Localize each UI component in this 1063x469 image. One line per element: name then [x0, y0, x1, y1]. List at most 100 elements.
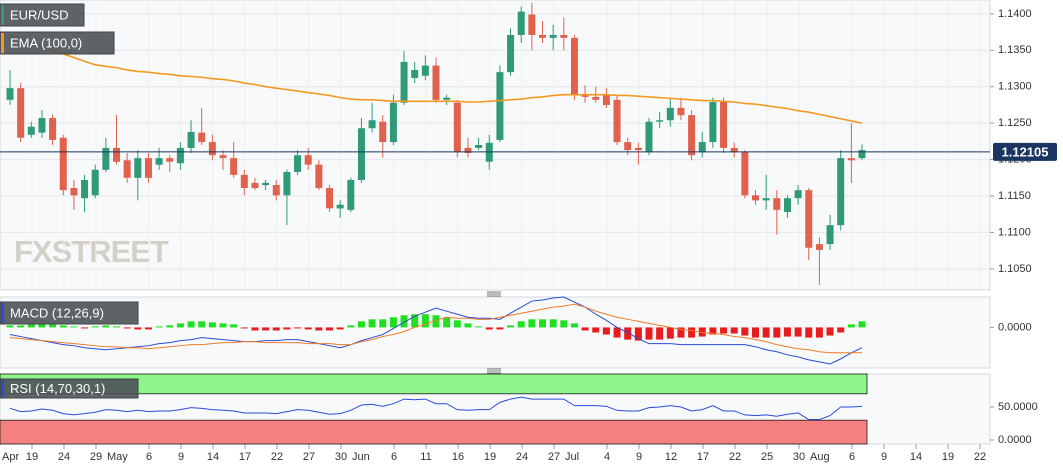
candle-body: [294, 155, 302, 172]
candle-body: [688, 115, 696, 156]
macd-histogram-bar: [411, 314, 419, 328]
macd-histogram-bar: [123, 327, 131, 329]
candle-body: [166, 158, 174, 162]
macd-histogram-bar: [49, 324, 57, 328]
candle-body: [400, 61, 408, 103]
candle-body: [27, 126, 35, 135]
candle-body: [666, 107, 674, 121]
macd-histogram-bar: [805, 327, 813, 338]
rsi-legend-box: [0, 378, 139, 399]
macd-histogram-bar: [783, 327, 791, 337]
x-tick-label: 6: [849, 451, 855, 463]
candle-body: [123, 160, 131, 178]
candle-body: [144, 158, 152, 178]
candle-body: [49, 118, 57, 140]
macd-histogram-bar: [208, 322, 216, 328]
candle-body: [219, 155, 227, 159]
chart-title: EUR/USD: [10, 7, 69, 22]
candle-body: [38, 118, 46, 133]
y-tick-label: 0.0000: [998, 321, 1032, 333]
macd-histogram-bar: [272, 327, 280, 331]
x-tick-label: 17: [239, 451, 251, 463]
macd-histogram-bar: [837, 327, 845, 333]
macd-histogram-bar: [389, 317, 397, 328]
last-price-label: 1.12105: [1002, 144, 1049, 159]
overlay-legend-box: [0, 31, 115, 55]
macd-histogram-bar: [443, 317, 451, 328]
x-tick-label: 24: [516, 451, 528, 463]
macd-histogram-bar: [379, 319, 387, 328]
y-tick-label: 1.1250: [998, 117, 1032, 129]
macd-histogram-bar: [144, 327, 152, 330]
candle-body: [677, 107, 685, 116]
macd-legend-swatch: [1, 303, 4, 323]
macd-panel: [0, 296, 991, 369]
macd-histogram-bar: [315, 327, 323, 331]
candle-body: [134, 158, 142, 178]
macd-histogram-bar: [602, 327, 610, 335]
x-tick-label: 14: [910, 451, 922, 463]
macd-histogram-bar: [688, 327, 696, 338]
candle-body: [698, 142, 706, 153]
macd-histogram-bar: [336, 327, 344, 330]
price-panel: [0, 0, 991, 291]
macd-histogram-bar: [762, 327, 770, 338]
y-tick-label: 1.1050: [998, 263, 1032, 275]
x-tick-label: 19: [26, 451, 38, 463]
macd-histogram-bar: [38, 324, 46, 328]
rsi-legend-swatch: [1, 380, 4, 397]
macd-histogram-bar: [752, 327, 759, 338]
x-tick-label: 16: [452, 451, 464, 463]
macd-histogram-bar: [81, 327, 89, 329]
macd-histogram-bar: [858, 321, 866, 328]
candle-body: [304, 155, 312, 165]
macd-histogram-bar: [794, 327, 802, 337]
x-tick-label: 19: [942, 451, 954, 463]
macd-histogram-bar: [720, 327, 728, 334]
candle-body: [443, 97, 451, 100]
macd-histogram-bar: [592, 327, 600, 333]
candle-body: [507, 34, 515, 73]
panel-handle[interactable]: [487, 291, 501, 297]
candle-body: [6, 88, 14, 100]
macd-histogram-bar: [155, 326, 163, 328]
macd-histogram-bar: [294, 327, 302, 329]
macd-histogram-bar: [560, 320, 568, 328]
macd-histogram-bar: [666, 327, 674, 339]
macd-histogram-bar: [815, 327, 823, 338]
macd-histogram-bar: [656, 327, 664, 340]
panel-handle[interactable]: [487, 368, 501, 374]
candle-body: [858, 150, 866, 159]
candle-body: [475, 145, 483, 148]
x-tick-label: May: [107, 451, 128, 463]
macd-histogram-bar: [166, 325, 174, 328]
candle-body: [602, 94, 610, 105]
x-tick-label: 30: [793, 451, 805, 463]
x-tick-label: 6: [391, 451, 397, 463]
macd-histogram-bar: [581, 327, 589, 331]
macd-histogram-bar: [570, 323, 578, 328]
chart-title-box: [0, 3, 85, 27]
x-tick-label: 9: [178, 451, 184, 463]
macd-histogram-bar: [357, 321, 365, 328]
x-tick-label: 19: [484, 451, 496, 463]
candle-body: [517, 11, 525, 35]
macd-line: [9, 296, 863, 365]
macd-histogram-bar: [134, 327, 142, 330]
x-tick-label: 29: [90, 451, 102, 463]
chart-title-swatch: [1, 5, 4, 25]
macd-histogram-bar: [240, 327, 248, 329]
macd-histogram-bar: [847, 324, 855, 328]
candle-body: [251, 182, 259, 188]
y-tick-label: 1.1350: [998, 44, 1032, 56]
candle-body: [730, 147, 738, 153]
macd-histogram-bar: [347, 325, 355, 328]
x-tick-label: 22: [729, 451, 741, 463]
rsi-line: [9, 396, 863, 421]
macd-histogram-bar: [262, 327, 270, 331]
x-tick-label: 9: [881, 451, 887, 463]
watermark: FXSTREET: [14, 234, 169, 269]
macd-histogram-bar: [251, 327, 259, 331]
candle-body: [102, 147, 110, 170]
macd-histogram-bar: [485, 327, 493, 330]
